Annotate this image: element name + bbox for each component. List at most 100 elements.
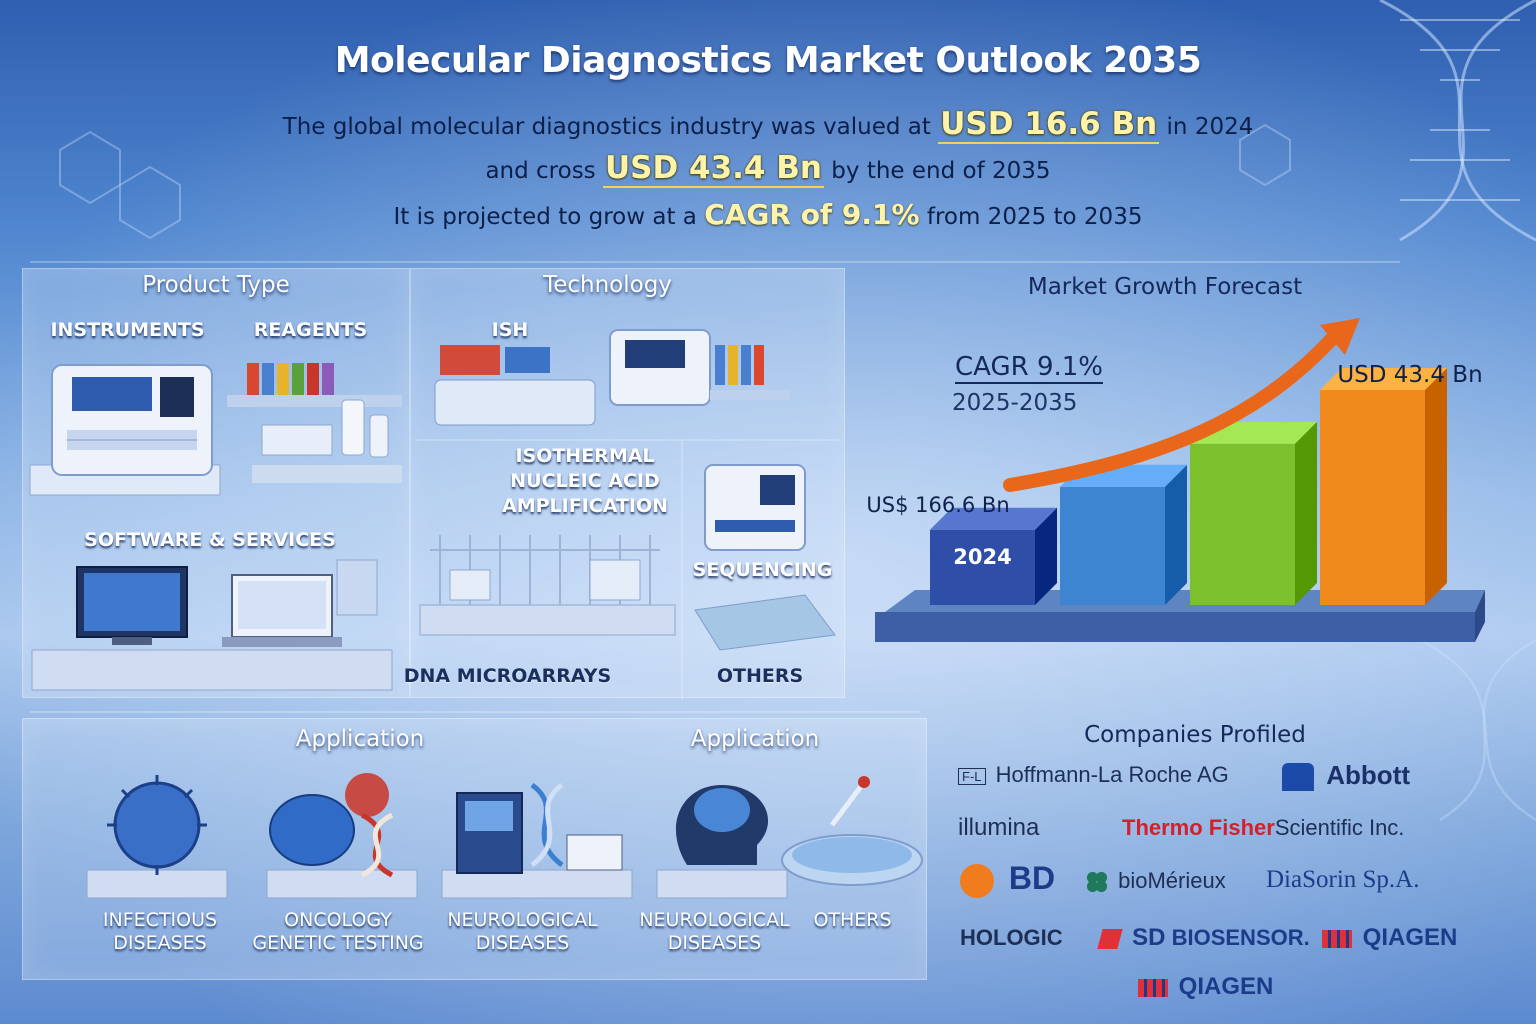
- app-infectious-line-1: INFECTIOUS: [102, 909, 218, 931]
- qiagen-1-name: QIAGEN: [1362, 924, 1458, 951]
- app-infectious-diseases: INFECTIOUS DISEASES: [80, 909, 240, 955]
- bar-4-top: [1320, 368, 1447, 390]
- logo-biomerieux: bioMérieux: [1086, 868, 1226, 894]
- brain-head-icon: [656, 785, 788, 899]
- virus-icon: [86, 775, 228, 899]
- biomerieux-name: bioMérieux: [1118, 868, 1226, 893]
- oncology-cell-dna-icon: [266, 773, 418, 899]
- bar-3-side: [1295, 421, 1317, 605]
- microarray-chip-icon: [694, 594, 836, 651]
- companies-heading: Companies Profiled: [1084, 722, 1306, 748]
- app-oncology-genetic-testing: ONCOLOGY GENETIC TESTING: [248, 909, 428, 955]
- summary-line-2: and cross USD 43.4 Bn by the end of 2035: [0, 150, 1536, 188]
- logo-qiagen-2: QIAGEN: [1138, 973, 1273, 1001]
- growth-arrow-icon: [1003, 323, 1347, 492]
- cagr-highlight: CAGR of 9.1%: [704, 198, 920, 231]
- product-type-illustrations: [29, 363, 402, 691]
- petri-dish-icon: [781, 776, 923, 886]
- value-2035-highlight: USD 43.4 Bn: [602, 150, 824, 188]
- chart-cagr-label: CAGR 9.1%: [955, 352, 1104, 384]
- amplification-rack-icon: [419, 535, 676, 636]
- logo-hologic: HOLOGIC: [960, 925, 1063, 950]
- summary-line-2-text: and cross: [485, 158, 596, 184]
- app-neurological-diseases-2: NEUROLOGICAL DISEASES: [632, 909, 797, 955]
- qiagen-mark-icon: [1322, 929, 1352, 948]
- summary-line-3-text: It is projected to grow at a: [393, 204, 697, 230]
- sd-prefix: SD: [1132, 924, 1166, 951]
- sequencing-label: SEQUENCING: [692, 559, 833, 581]
- app-neuro1-line-1: NEUROLOGICAL: [447, 909, 598, 931]
- chart-base-side: [1475, 590, 1485, 642]
- technology-illustrations: [415, 329, 840, 700]
- thermo-brand: Thermo Fisher: [1122, 815, 1275, 840]
- product-type-heading: Product Type: [142, 272, 290, 298]
- bar-4: [1320, 390, 1425, 605]
- summary-line-1-suffix: in 2024: [1166, 114, 1254, 140]
- bar-1-top: [930, 507, 1057, 530]
- bar-4-side: [1425, 368, 1447, 605]
- logo-thermo-fisher: Thermo FisherScientific Inc.: [1122, 815, 1404, 841]
- reagent-bottles-icon: [227, 363, 402, 483]
- software-computers-icon: [31, 559, 393, 691]
- logo-diasorin: DiaSorin Sp.A.: [1266, 866, 1420, 893]
- logo-qiagen-1: QIAGEN: [1322, 924, 1457, 952]
- application-heading-right: Application: [690, 726, 820, 752]
- dna-microarrays-label: DNA MICROARRAYS: [403, 665, 612, 687]
- ish-slide-device-icon: [434, 329, 790, 426]
- chart-title: Market Growth Forecast: [1027, 274, 1303, 300]
- ish-label: ISH: [491, 319, 529, 341]
- logo-abbott: Abbott: [1282, 760, 1410, 792]
- logo-illumina: illumina: [958, 814, 1040, 841]
- app-neuro1-line-2: DISEASES: [475, 932, 570, 954]
- instrument-machine-icon: [29, 364, 221, 496]
- bar-3: [1190, 443, 1295, 605]
- isothermal-line-3: AMPLIFICATION: [501, 495, 669, 517]
- summary-line-3-suffix: from 2025 to 2035: [926, 204, 1143, 230]
- summary-line-3: It is projected to grow at a CAGR of 9.1…: [0, 198, 1536, 231]
- biomerieux-dots-icon: [1086, 871, 1108, 894]
- app-neuro2-line-2: DISEASES: [667, 932, 762, 954]
- bd-sun-icon: [960, 863, 994, 898]
- logo-bd: BD: [960, 860, 1055, 898]
- summary-line-1: The global molecular diagnostics industr…: [0, 106, 1536, 144]
- abbott-mark-icon: [1282, 763, 1314, 792]
- isothermal-line-1: ISOTHERMAL: [515, 445, 655, 467]
- genetic-analyzer-icon: [441, 782, 633, 899]
- bar-1: [930, 529, 1035, 605]
- sd-biosensor-mark-icon: [1097, 929, 1123, 950]
- application-heading-left: Application: [295, 726, 425, 752]
- roche-hexagon-icon: F-L: [958, 767, 986, 785]
- roche-name: Hoffmann-La Roche AG: [995, 762, 1229, 787]
- chart-period-label: 2025-2035: [952, 390, 1078, 416]
- isothermal-label: ISOTHERMAL NUCLEIC ACID AMPLIFICATION: [495, 444, 675, 519]
- app-infectious-line-2: DISEASES: [113, 932, 207, 954]
- thermo-rest: Scientific Inc.: [1274, 815, 1405, 840]
- sd-rest: BIOSENSOR.: [1171, 925, 1310, 950]
- qiagen-mark-icon: [1138, 978, 1168, 997]
- chart-base-front: [875, 612, 1475, 642]
- bd-name: BD: [1008, 860, 1056, 896]
- app-neurological-diseases-1: NEUROLOGICAL DISEASES: [440, 909, 605, 955]
- page-title: Molecular Diagnostics Market Outlook 203…: [334, 40, 1202, 81]
- app-oncology-line-2: GENETIC TESTING: [252, 932, 424, 954]
- reagents-label: REAGENTS: [253, 319, 368, 341]
- bars-group: 2024: [930, 368, 1447, 605]
- bar-2: [1060, 486, 1165, 605]
- software-services-label: SOFTWARE & SERVICES: [84, 529, 336, 551]
- isothermal-line-2: NUCLEIC ACID: [510, 470, 660, 492]
- technology-heading: Technology: [543, 272, 672, 298]
- instruments-label: INSTRUMENTS: [50, 319, 205, 341]
- application-illustrations: [86, 773, 923, 899]
- summary-line-2-suffix: by the end of 2035: [831, 158, 1051, 184]
- app-neuro2-line-1: NEUROLOGICAL: [639, 909, 790, 931]
- sequencer-icon: [704, 464, 806, 551]
- growth-bar-chart: 2024 US$ 166.6 Bn USD 43.4 Bn: [866, 318, 1485, 642]
- chart-start-label: US$ 166.6 Bn: [866, 493, 1009, 517]
- chart-end-label: USD 43.4 Bn: [1337, 362, 1482, 388]
- app-others: OTHERS: [800, 909, 905, 932]
- technology-others-label: OTHERS: [716, 665, 804, 687]
- growth-arrow-head-icon: [1320, 318, 1360, 355]
- value-2024-highlight: USD 16.6 Bn: [938, 106, 1160, 144]
- qiagen-2-name: QIAGEN: [1178, 973, 1274, 1000]
- logo-sd-biosensor: SD BIOSENSOR.: [1097, 924, 1310, 952]
